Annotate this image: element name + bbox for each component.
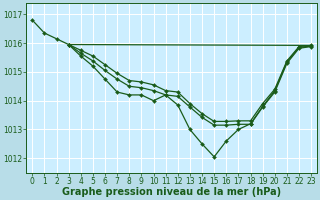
X-axis label: Graphe pression niveau de la mer (hPa): Graphe pression niveau de la mer (hPa) bbox=[62, 187, 281, 197]
